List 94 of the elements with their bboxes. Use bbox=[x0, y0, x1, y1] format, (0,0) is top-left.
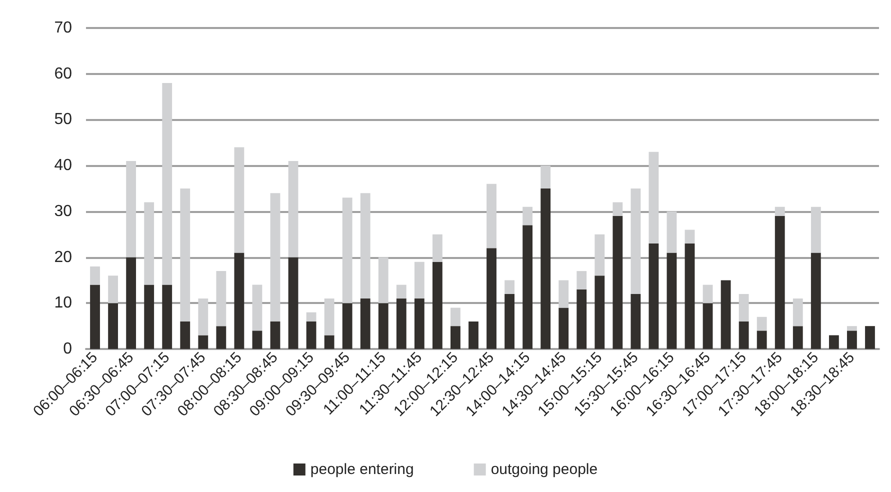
bar bbox=[522, 225, 533, 349]
bar bbox=[738, 294, 749, 322]
bar bbox=[378, 257, 388, 304]
bar bbox=[450, 326, 460, 349]
bar bbox=[432, 262, 442, 349]
bar bbox=[666, 211, 677, 253]
bar bbox=[198, 335, 208, 349]
bar bbox=[558, 280, 569, 308]
bar bbox=[792, 298, 803, 326]
y-tick-label: 40 bbox=[54, 157, 72, 174]
bar bbox=[252, 284, 262, 331]
bar bbox=[108, 303, 118, 349]
y-tick-label: 60 bbox=[54, 65, 72, 82]
bar bbox=[847, 330, 857, 349]
bar bbox=[180, 321, 190, 349]
bar bbox=[180, 188, 190, 322]
bar bbox=[684, 244, 695, 349]
bar bbox=[396, 298, 406, 349]
bar bbox=[756, 330, 767, 349]
bar bbox=[684, 230, 695, 244]
bar bbox=[270, 193, 280, 322]
bar bbox=[540, 166, 551, 188]
bar bbox=[702, 284, 713, 304]
bar bbox=[720, 280, 731, 349]
bar bbox=[288, 160, 298, 258]
bar bbox=[756, 316, 767, 331]
bar bbox=[540, 188, 551, 349]
y-tick-label: 50 bbox=[54, 111, 72, 128]
bar bbox=[504, 294, 514, 349]
bar bbox=[504, 280, 514, 294]
y-tick-label: 20 bbox=[54, 248, 72, 266]
bar bbox=[324, 335, 334, 349]
bar bbox=[774, 216, 785, 349]
bar bbox=[558, 308, 569, 349]
bar bbox=[594, 234, 605, 276]
bar bbox=[198, 298, 208, 336]
bar bbox=[865, 326, 875, 349]
bar bbox=[342, 198, 352, 304]
bar bbox=[234, 252, 244, 349]
bar bbox=[126, 257, 136, 349]
bar bbox=[486, 248, 496, 349]
bar bbox=[324, 298, 334, 336]
bar bbox=[828, 335, 839, 349]
bar bbox=[396, 284, 406, 299]
bar bbox=[162, 83, 172, 285]
bar bbox=[288, 257, 298, 349]
bar bbox=[774, 206, 785, 216]
bar bbox=[126, 160, 136, 258]
bar bbox=[612, 202, 623, 216]
y-tick-label: 10 bbox=[54, 294, 72, 312]
bar bbox=[360, 298, 370, 349]
bar bbox=[486, 184, 496, 248]
bar bbox=[108, 276, 118, 304]
bar bbox=[450, 308, 460, 326]
bar bbox=[738, 321, 749, 349]
bar bbox=[306, 321, 316, 349]
bar bbox=[702, 303, 713, 349]
bar bbox=[90, 266, 100, 285]
bar bbox=[630, 188, 641, 294]
bar bbox=[630, 294, 641, 349]
bar bbox=[144, 202, 154, 285]
bar bbox=[576, 271, 587, 290]
legend-label: outgoing people bbox=[490, 461, 598, 478]
bar bbox=[90, 284, 100, 349]
bar bbox=[360, 193, 370, 299]
legend-label: people entering bbox=[310, 461, 414, 478]
y-tick-label: 0 bbox=[63, 340, 72, 358]
bar bbox=[594, 276, 605, 349]
y-tick-label: 70 bbox=[54, 20, 72, 36]
bar bbox=[342, 303, 352, 349]
bar bbox=[576, 289, 587, 349]
bar bbox=[216, 326, 226, 349]
bar bbox=[234, 147, 244, 253]
bar bbox=[810, 252, 821, 349]
bar bbox=[666, 252, 677, 349]
bar bbox=[432, 234, 442, 262]
bar bbox=[144, 284, 154, 349]
bar bbox=[847, 326, 857, 331]
bar bbox=[378, 303, 388, 349]
bar bbox=[414, 262, 424, 299]
bar bbox=[414, 298, 424, 349]
bar bbox=[810, 206, 821, 253]
bar bbox=[270, 321, 280, 349]
bar bbox=[612, 216, 623, 349]
y-tick-label: 30 bbox=[54, 202, 72, 220]
bar bbox=[792, 326, 803, 349]
bar bbox=[648, 152, 659, 244]
bar bbox=[162, 284, 172, 349]
bar bbox=[306, 312, 316, 322]
bar bbox=[522, 206, 533, 226]
bar bbox=[216, 271, 226, 326]
bar bbox=[648, 244, 659, 349]
bar bbox=[468, 321, 478, 349]
bar bbox=[252, 330, 262, 349]
